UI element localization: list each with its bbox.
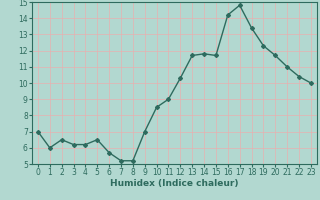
X-axis label: Humidex (Indice chaleur): Humidex (Indice chaleur) (110, 179, 239, 188)
